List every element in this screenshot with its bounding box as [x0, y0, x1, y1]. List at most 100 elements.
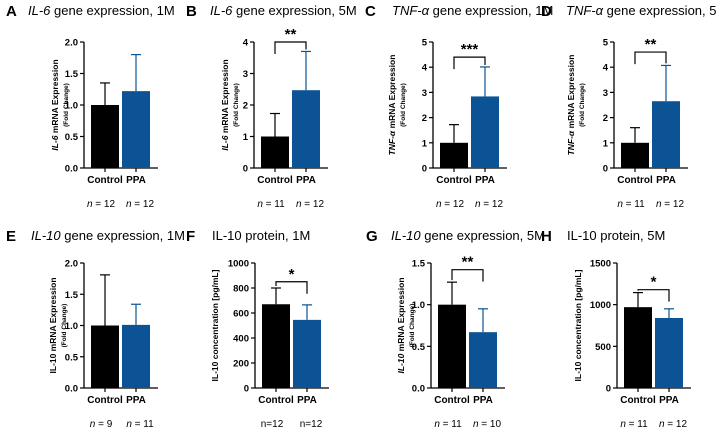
sample-size-value: = 12 [93, 199, 116, 210]
panel-label: F [186, 228, 195, 245]
sample-size-value: = 12 [481, 199, 504, 210]
sample-size-label: n = 11 [257, 199, 285, 210]
sample-size-value: n=12 [261, 419, 284, 430]
x-category-label: Control [620, 395, 656, 406]
y-axis-label-text: mRNA Expression [387, 55, 397, 131]
x-category-label: PPA [126, 395, 146, 406]
sample-size-value: = 10 [479, 419, 502, 430]
panel-label: D [541, 3, 552, 20]
sample-size-value: = 9 [95, 419, 112, 430]
y-tick-label: 0.5 [65, 352, 79, 363]
y-tick-label: 2 [422, 113, 427, 124]
y-tick-label: 1 [603, 138, 609, 149]
panel-title-text: IL-10 protein, 1M [212, 228, 310, 243]
sample-size-label: n = 12 [436, 199, 465, 210]
panel-title-text: IL-10 protein, 5M [567, 228, 665, 243]
significance-marker: ** [645, 36, 657, 53]
y-axis-label: IL-10 concentration [pg/mL] [210, 269, 220, 381]
y-tick-label: 0 [244, 384, 249, 395]
y-axis-sublabel: (Fold Change) [579, 83, 586, 127]
panel-title-italic: IL-10 [391, 228, 421, 243]
y-axis-sublabel: (Fold Change) [61, 304, 68, 348]
significance-marker: *** [461, 41, 479, 58]
y-tick-label: 4 [603, 63, 609, 74]
significance-bracket [453, 56, 486, 70]
bar-control [91, 105, 119, 168]
panel-title: IL-10 protein, 5M [567, 228, 665, 243]
y-tick-label: 1.5 [412, 259, 426, 270]
x-category-label: PPA [475, 175, 495, 186]
bar-control [261, 136, 289, 168]
significance-marker: * [289, 266, 295, 283]
significance-marker: ** [285, 26, 297, 43]
sample-size-value: = 12 [665, 419, 688, 430]
x-category-label: Control [436, 175, 472, 186]
y-tick-label: 0.0 [65, 384, 78, 395]
x-category-label: Control [258, 395, 294, 406]
sample-size-value: = 11 [440, 419, 462, 430]
x-category-label: PPA [296, 175, 316, 186]
x-category-label: PPA [126, 175, 146, 186]
y-axis-label-italic: TNF-α [566, 130, 576, 155]
panel-title-text: gene expression, 5M [603, 3, 717, 18]
sample-size-label: n=12 [261, 419, 284, 430]
y-tick-label: 0 [603, 164, 608, 175]
y-tick-label: 800 [233, 284, 249, 295]
y-tick-label: 5 [422, 38, 428, 49]
x-category-label: PPA [297, 395, 317, 406]
panel-title: TNF-α gene expression, 1M [392, 3, 553, 18]
panel-title-text: gene expression, 5M [232, 3, 356, 18]
panel-title: IL-6 gene expression, 1M [28, 3, 175, 18]
y-tick-label: 500 [595, 342, 611, 353]
sample-size-n: n [436, 199, 442, 210]
bar-ppa [293, 319, 321, 388]
panel-title-text: gene expression, 1M [429, 3, 553, 18]
panel-label: E [6, 228, 16, 245]
bar-ppa [652, 101, 680, 168]
y-axis-label-text: mRNA Expression [220, 59, 230, 135]
y-axis-label-text: mRNA Expression [396, 277, 406, 353]
x-category-label: Control [257, 175, 293, 186]
sample-size-value: = 11 [626, 419, 648, 430]
sample-size-value: = 11 [263, 199, 285, 210]
bar-control [91, 325, 119, 388]
panel-label: C [365, 3, 376, 20]
y-tick-label: 3 [243, 69, 248, 80]
sample-size-label: n = 12 [659, 419, 688, 430]
sample-size-n: n [656, 199, 662, 210]
sample-size-value: = 11 [623, 199, 645, 210]
x-category-label: Control [87, 395, 123, 406]
y-axis-label-italic: IL-6 [50, 135, 60, 150]
y-tick-label: 600 [233, 309, 249, 320]
y-tick-label: 400 [233, 334, 249, 345]
sample-size-n: n [659, 419, 665, 430]
x-category-label: PPA [473, 395, 493, 406]
y-axis-label-text: mRNA Expression [566, 55, 576, 131]
panel-title-italic: IL-6 [210, 3, 233, 18]
panel-title-text: gene expression, 5M [421, 228, 545, 243]
sample-size-label: n = 12 [296, 199, 325, 210]
y-axis-label-italic: IL-10 [396, 353, 406, 373]
bar-control [262, 304, 290, 388]
y-tick-label: 0 [422, 164, 427, 175]
bar-ppa [655, 318, 683, 388]
y-tick-label: 0.5 [412, 342, 426, 353]
y-tick-label: 1500 [590, 259, 611, 270]
y-tick-label: 0.0 [65, 164, 78, 175]
sample-size-n: n [617, 199, 623, 210]
y-axis-label: IL-6 mRNA Expression [220, 59, 230, 150]
significance-bracket [637, 289, 670, 302]
panel-f: F IL-10 protein, 1M IL-10 concentration [p… [186, 228, 329, 430]
y-axis-label-text: IL-10 mRNA Expression [48, 277, 58, 373]
sample-size-n: n [126, 199, 132, 210]
sample-size-n: n [87, 199, 93, 210]
sample-size-value: = 12 [302, 199, 325, 210]
bar-control [624, 307, 652, 388]
panel-label: H [541, 228, 552, 245]
sample-size-label: n = 12 [126, 199, 155, 210]
y-tick-label: 0.0 [412, 384, 425, 395]
y-tick-label: 4 [422, 63, 428, 74]
